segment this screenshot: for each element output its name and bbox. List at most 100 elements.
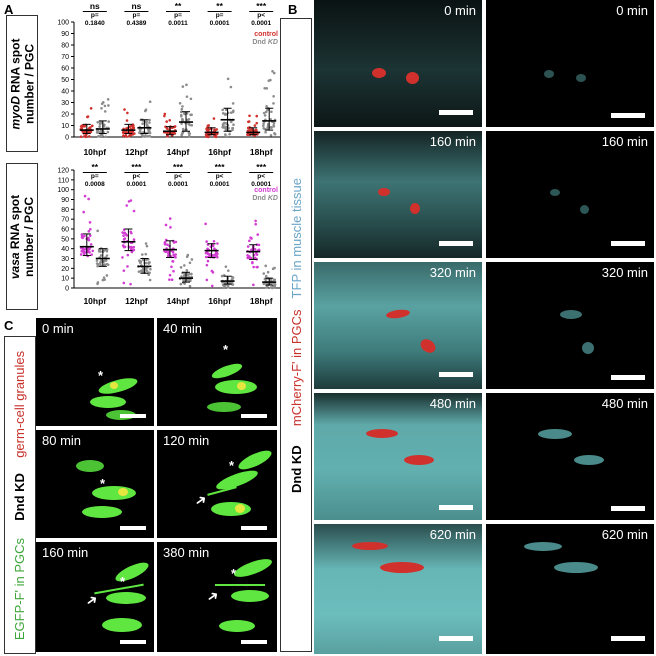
b-tile-merge-2: 320 min: [314, 262, 482, 389]
data-point: [254, 219, 257, 223]
data-point: [253, 256, 257, 260]
data-point: [141, 253, 144, 256]
b-time-label: 480 min: [601, 396, 648, 411]
significance-label: ***: [131, 162, 142, 172]
p-value-number: 0.4389: [126, 20, 146, 27]
y-tick-label: 50: [61, 77, 69, 84]
pgc-cell: [90, 396, 126, 408]
data-point: [187, 134, 191, 138]
data-point: [224, 265, 228, 268]
data-point: [214, 251, 218, 254]
data-point: [125, 135, 128, 138]
data-point: [122, 134, 125, 138]
data-point: [87, 130, 91, 134]
legend-dnd-kd: Dnd KD: [252, 39, 278, 46]
data-point: [125, 119, 129, 122]
data-point: [106, 263, 110, 267]
x-tick-label: 10hpf: [83, 147, 106, 157]
b-label-tfp: TFP in muscle tissue: [288, 177, 304, 298]
data-point: [104, 259, 108, 262]
significance-label: **: [175, 1, 182, 11]
c-time-label: 380 min: [163, 545, 210, 560]
scale-bar: [439, 110, 473, 115]
p-value-number: 0.0011: [168, 20, 188, 27]
data-point: [95, 262, 99, 265]
data-point: [273, 132, 276, 135]
data-point: [130, 124, 133, 128]
data-point: [99, 254, 103, 257]
data-point: [98, 125, 101, 129]
pgc-cell: [211, 502, 251, 516]
b-time-label: 480 min: [429, 396, 476, 411]
data-point: [149, 267, 152, 271]
data-point: [88, 126, 91, 130]
data-point: [166, 243, 169, 247]
data-point: [272, 71, 276, 75]
data-point: [188, 284, 192, 288]
data-point: [100, 106, 103, 110]
data-point: [271, 70, 274, 73]
data-point: [190, 113, 193, 117]
data-point: [262, 122, 265, 125]
pgc-cell: [113, 558, 151, 586]
data-point: [188, 132, 192, 135]
significance-label: ns: [131, 1, 141, 11]
data-point: [215, 128, 219, 131]
data-point: [98, 121, 102, 124]
y-tick-label: 40: [61, 89, 69, 96]
data-point: [168, 118, 172, 122]
data-point: [252, 265, 255, 269]
muscle-cell: [579, 339, 597, 357]
pgc-cell: [76, 460, 104, 472]
y-tick-label: 10: [61, 276, 69, 283]
myod-scatter-chart: 010203040506070809010010hpfnsp=0.184012h…: [57, 1, 282, 157]
scale-bar: [241, 414, 267, 418]
c-time-label: 0 min: [42, 321, 74, 336]
b-tile-merge-0: 0 min: [314, 0, 482, 127]
data-point: [265, 87, 269, 90]
data-point: [231, 126, 234, 130]
data-point: [224, 133, 227, 136]
p-value-number: 0.0001: [251, 20, 271, 27]
data-point: [96, 229, 99, 233]
data-point: [269, 118, 272, 121]
data-point: [232, 123, 235, 127]
scale-bar: [611, 375, 645, 380]
data-point: [212, 239, 216, 243]
significance-label: ***: [256, 1, 267, 11]
muscle-cell: [580, 205, 589, 214]
data-point: [262, 111, 266, 115]
pgc-cell: [102, 618, 142, 632]
data-point: [172, 253, 175, 257]
data-point: [145, 120, 149, 123]
pgc-cell: [210, 360, 244, 382]
significance-label: ***: [215, 162, 226, 172]
data-point: [224, 128, 228, 131]
data-point: [264, 274, 268, 278]
data-point: [204, 222, 207, 226]
data-point: [89, 243, 93, 246]
pgc-cell: [97, 375, 139, 397]
data-point: [145, 122, 148, 126]
significance-label: **: [91, 162, 98, 172]
data-point: [253, 248, 257, 251]
data-point: [183, 264, 186, 267]
data-point: [95, 259, 99, 262]
y-tick-label: 100: [57, 187, 69, 194]
data-point: [102, 276, 106, 279]
data-point: [272, 102, 275, 105]
data-point: [127, 200, 131, 203]
y-tick-label: 90: [61, 31, 69, 38]
x-tick-label: 18hpf: [250, 296, 273, 306]
data-point: [220, 274, 224, 278]
data-point: [80, 249, 83, 253]
data-point: [148, 278, 152, 282]
scale-bar: [611, 506, 645, 511]
data-point: [144, 242, 148, 245]
arrow-icon: ➜: [203, 586, 222, 607]
data-point: [253, 124, 257, 127]
pgc-cell: [92, 486, 136, 500]
y-tick-label: 0: [65, 135, 69, 142]
data-point: [222, 286, 226, 290]
data-point: [145, 244, 149, 248]
